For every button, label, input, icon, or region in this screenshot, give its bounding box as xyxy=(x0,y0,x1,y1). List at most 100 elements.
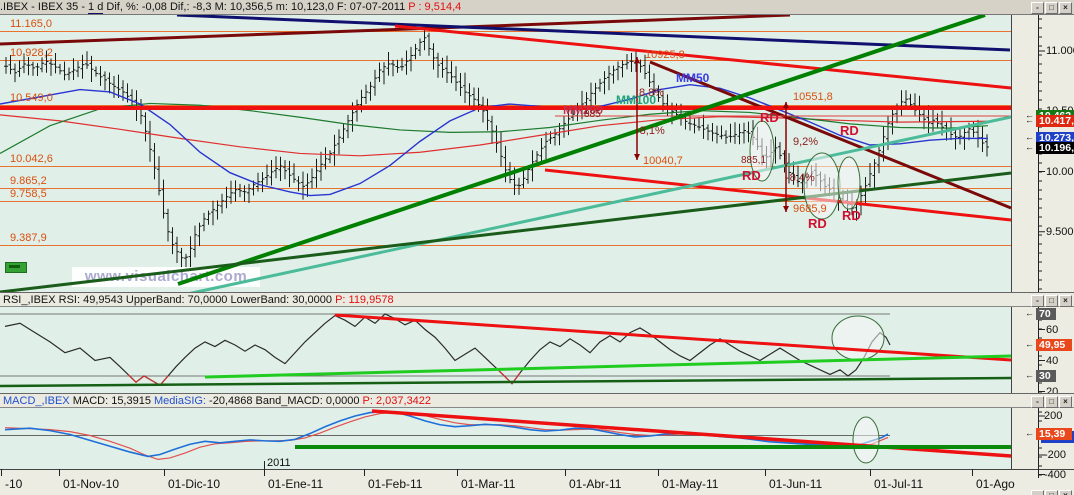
price-level-label: 10.042,6 xyxy=(10,152,53,165)
highlight-ellipse[interactable] xyxy=(852,416,880,464)
macd-header-p: P: 2,037,3422 xyxy=(362,395,432,407)
rsi-value-tag: 70 xyxy=(1036,308,1056,320)
rd-label: RD xyxy=(808,216,827,231)
time-axis-label: 01-Mar-11 xyxy=(461,477,516,491)
macd-scale-label: 200 xyxy=(1044,410,1063,422)
trendline-red-descending-upper[interactable] xyxy=(394,24,1012,90)
rsi-header-p: P: 119,9578 xyxy=(335,294,394,306)
trendline-red-descending-lower[interactable] xyxy=(544,168,1012,222)
macd-panel-header: MACD_,IBEX MACD: 15,3915 MediaSIG: -20,4… xyxy=(0,393,1074,408)
rsi-panel-header: RSI_,IBEX RSI: 49,9543 UpperBand: 70,000… xyxy=(0,292,1074,307)
time-axis-label: 01-Jun-11 xyxy=(769,477,823,491)
arrow-down-icon xyxy=(634,154,640,160)
price-tag: 10.273,9 xyxy=(1036,132,1074,145)
close-button[interactable]: × xyxy=(1059,490,1072,495)
macd-header-value: MACD: 15,3915 xyxy=(69,395,155,407)
tag-arrow-icon: ← xyxy=(1025,339,1034,350)
time-axis-label: 01-Abr-11 xyxy=(569,477,622,491)
macd-plot-bg xyxy=(0,408,1011,469)
time-axis-label: 01-Ago xyxy=(976,477,1015,491)
rsi-value-tag: 30 xyxy=(1036,370,1056,382)
rsi-red-trendline[interactable] xyxy=(334,313,1012,362)
chart-annotation: MM50 xyxy=(676,71,710,85)
rd-label: RD xyxy=(742,168,761,183)
time-axis-label: 01-Ene-11 xyxy=(268,477,324,491)
chart-annotation: 10925,8 xyxy=(645,49,685,61)
dash-icon xyxy=(9,265,20,268)
maximize-button[interactable]: □ xyxy=(1045,490,1058,495)
chart-annotation: 9685,9 xyxy=(793,203,827,215)
rsi-value-tag: 49,95 xyxy=(1036,339,1072,352)
macd-header-sig-label: MediaSIG: xyxy=(154,395,206,407)
rd-label: RD xyxy=(842,208,861,223)
macd-header-name: MACD_,IBEX xyxy=(3,395,70,407)
rsi-line xyxy=(4,313,891,387)
rsi-scale-label: 60 xyxy=(1046,323,1059,336)
chart-annotation: 10551,8 xyxy=(793,91,833,103)
trendline-navy-descending[interactable] xyxy=(176,13,1011,52)
trendline-maroon-ascending[interactable] xyxy=(0,13,791,46)
macd-red-trendline[interactable] xyxy=(371,409,1012,458)
price-level-label: 11.165,0 xyxy=(10,17,53,30)
macd-window-controls: - □ × xyxy=(1031,396,1072,408)
arrow-up-icon xyxy=(783,102,789,108)
tag-arrow-icon: ← xyxy=(1025,132,1034,143)
chart-annotation: -8,4% xyxy=(786,172,815,184)
macd-scale-label: -200 xyxy=(1044,449,1067,461)
highlight-ellipse[interactable] xyxy=(749,120,775,182)
time-axis-label: 01-Feb-11 xyxy=(368,477,423,491)
rd-label: RD xyxy=(760,110,779,125)
highlight-ellipse[interactable] xyxy=(831,315,885,361)
tag-arrow-icon: ← xyxy=(1025,308,1034,318)
instrument-title: .IBEX - IBEX 35 - xyxy=(0,1,89,13)
rsi-header-text: RSI_,IBEX RSI: 49,9543 UpperBand: 70,000… xyxy=(3,294,336,306)
tag-arrow-icon: ← xyxy=(1025,427,1034,438)
time-axis-label: 01-Dic-10 xyxy=(168,477,221,491)
tag-arrow-icon: ← xyxy=(1025,370,1034,380)
chart-title-bar: .IBEX - IBEX 35 - 1 d Dif, %: -0,08 Dif,… xyxy=(0,0,1074,15)
rsi-window-controls: - □ × xyxy=(1031,295,1072,307)
maximize-button[interactable]: □ xyxy=(1045,2,1058,14)
tag-arrow-icon: ← xyxy=(1025,109,1034,120)
price-tag: 10.196,2 xyxy=(1036,141,1074,154)
chart-annotation: 10040,7 xyxy=(643,155,683,167)
arrow-down-icon xyxy=(783,206,789,212)
arrow-up-icon xyxy=(634,57,640,63)
mm100-line xyxy=(0,102,989,154)
price-level-label: 9.387,9 xyxy=(10,231,47,244)
chart-annotation: MM100 xyxy=(616,93,657,107)
rsi-darkgreen-trendline[interactable] xyxy=(0,376,1012,388)
timeframe-label[interactable]: 1 d xyxy=(88,1,104,14)
main-window-controls: - □ × xyxy=(1031,2,1072,14)
maximize-button[interactable]: □ xyxy=(1045,396,1058,408)
minimize-button[interactable]: - xyxy=(1031,490,1044,495)
rd-label: RD xyxy=(840,123,859,138)
trendline-green-steep-ascending[interactable] xyxy=(177,13,986,286)
minimize-button[interactable]: - xyxy=(1031,396,1044,408)
close-button[interactable]: × xyxy=(1059,295,1072,307)
price-scale-label: 10.000 xyxy=(1046,165,1074,178)
trendline-maroon-descending[interactable] xyxy=(649,60,1012,210)
trendline-teal-ascending[interactable] xyxy=(177,115,1012,298)
time-axis-label: -10 xyxy=(5,477,23,491)
time-axis-label: 01-Jul-11 xyxy=(874,477,924,491)
highlight-ellipse[interactable] xyxy=(837,156,861,210)
price-scale-label: 9.500 xyxy=(1046,225,1074,238)
chart-annotation: MM200 xyxy=(563,103,604,117)
price-tag: 10.417,5 xyxy=(1036,115,1074,128)
price-level-label: 9.865,2 xyxy=(10,174,47,187)
macd-line xyxy=(4,410,889,458)
chart-annotation: 885 xyxy=(584,109,601,120)
time-axis-label: 01-May-11 xyxy=(662,477,719,491)
minimize-button[interactable]: - xyxy=(1031,295,1044,307)
rsi-green-trendline[interactable] xyxy=(204,354,1012,379)
time-axis-label: 01-Nov-10 xyxy=(63,477,120,491)
maximize-button[interactable]: □ xyxy=(1045,295,1058,307)
previous-close-value: P : 9,514,4 xyxy=(408,1,462,13)
close-button[interactable]: × xyxy=(1059,396,1072,408)
collapsed-indicator-button[interactable] xyxy=(5,262,27,273)
price-level-label: 10.928,2 xyxy=(10,46,53,59)
close-button[interactable]: × xyxy=(1059,2,1072,14)
minimize-button[interactable]: - xyxy=(1031,2,1044,14)
